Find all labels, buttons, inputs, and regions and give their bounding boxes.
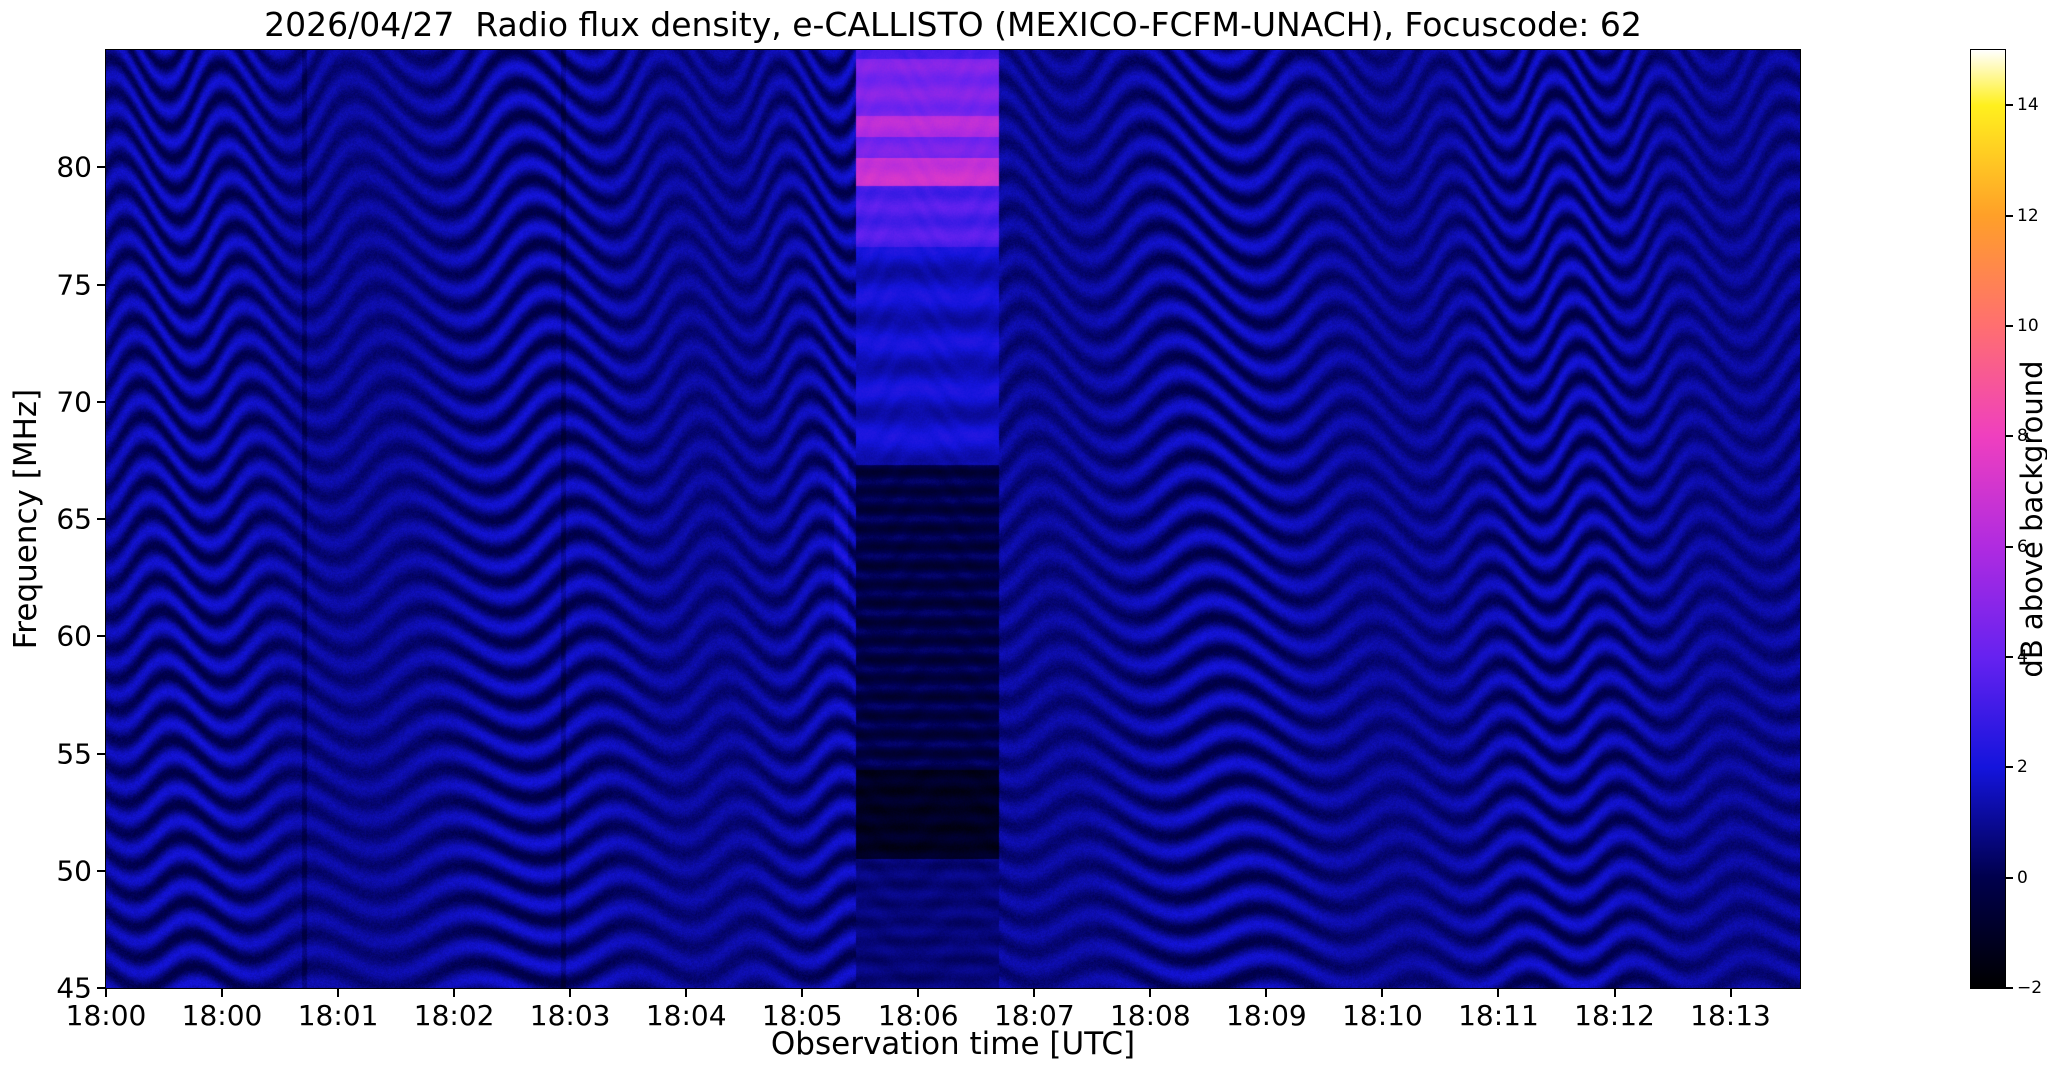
x-tick-label: 18:08	[1109, 999, 1191, 1032]
colorbar-tick-mark	[2006, 104, 2013, 107]
x-tick-mark	[1149, 989, 1152, 997]
spectrogram-canvas	[106, 50, 1800, 988]
colorbar-tick-label: 12	[2017, 205, 2039, 226]
colorbar-tick-label: −2	[2017, 978, 2043, 998]
colorbar-tick-label: 6	[2017, 536, 2028, 557]
x-tick-label: 18:13	[1690, 999, 1771, 1032]
x-tick-mark	[685, 989, 688, 997]
x-tick-mark	[337, 989, 340, 997]
y-tick-mark	[97, 752, 105, 755]
y-tick-mark	[97, 635, 105, 638]
y-tick-mark	[97, 518, 105, 520]
y-tick-label: 45	[56, 971, 92, 1005]
x-tick-mark	[1729, 989, 1732, 997]
colorbar-tick-label: 4	[2017, 646, 2028, 667]
colorbar-tick-label: 14	[2017, 95, 2039, 116]
colorbar-tick-mark	[2006, 214, 2013, 217]
y-tick-mark	[97, 987, 105, 989]
y-tick-label: 60	[56, 619, 92, 653]
x-tick-label: 18:02	[413, 999, 495, 1032]
colorbar-tick-label: 2	[2017, 757, 2028, 778]
x-tick-mark	[1265, 989, 1268, 997]
x-tick-label: 18:04	[645, 999, 727, 1032]
x-axis-label: Observation time [UTC]	[770, 1026, 1136, 1062]
y-tick-mark	[97, 283, 105, 286]
x-tick-label: 18:11	[1458, 999, 1539, 1032]
y-tick-mark	[97, 869, 105, 872]
x-tick-mark	[1497, 989, 1500, 997]
colorbar-tick-mark	[2006, 766, 2013, 769]
x-tick-mark	[569, 989, 572, 997]
x-tick-mark	[1033, 989, 1036, 997]
x-tick-label: 18:07	[993, 999, 1075, 1032]
colorbar-tick-label: 8	[2017, 426, 2028, 447]
chart-title: 2026/04/27 Radio flux density, e-CALLIST…	[264, 5, 1642, 44]
colorbar-tick-mark	[2006, 987, 2013, 989]
x-tick-mark	[1613, 989, 1616, 997]
y-tick-label: 55	[56, 737, 92, 770]
spectrogram-plot	[105, 49, 1801, 989]
x-tick-mark	[1381, 989, 1384, 997]
colorbar-tick-mark	[2006, 545, 2013, 548]
x-tick-label: 18:01	[297, 999, 379, 1032]
colorbar-gradient	[1970, 49, 2006, 989]
colorbar-tick-mark	[2006, 435, 2013, 438]
colorbar-tick-label: 10	[2017, 315, 2039, 336]
x-tick-label: 18:09	[1226, 999, 1307, 1032]
x-tick-label: 18:00	[181, 999, 263, 1032]
x-tick-mark	[917, 989, 920, 997]
x-tick-label: 18:05	[761, 999, 843, 1032]
x-tick-mark	[801, 989, 804, 997]
y-tick-label: 65	[56, 502, 92, 536]
y-tick-label: 50	[56, 854, 92, 888]
y-tick-mark	[97, 166, 105, 169]
colorbar-tick-label: 0	[2017, 867, 2028, 888]
colorbar-tick-mark	[2006, 324, 2013, 327]
x-tick-label: 18:03	[529, 999, 611, 1032]
x-tick-mark	[453, 989, 456, 997]
x-tick-label: 18:00	[65, 999, 147, 1032]
y-tick-label: 70	[56, 385, 92, 419]
x-tick-label: 18:10	[1342, 999, 1423, 1032]
colorbar-tick-mark	[2006, 655, 2013, 658]
y-tick-label: 80	[56, 150, 92, 184]
colorbar-label: dB above background	[2015, 360, 2047, 678]
x-tick-mark	[105, 989, 107, 997]
colorbar-tick-mark	[2006, 876, 2013, 879]
x-tick-label: 18:12	[1574, 999, 1655, 1032]
y-tick-label: 75	[56, 268, 92, 301]
x-tick-mark	[221, 989, 224, 997]
y-tick-mark	[97, 400, 105, 403]
x-tick-label: 18:06	[877, 999, 959, 1032]
